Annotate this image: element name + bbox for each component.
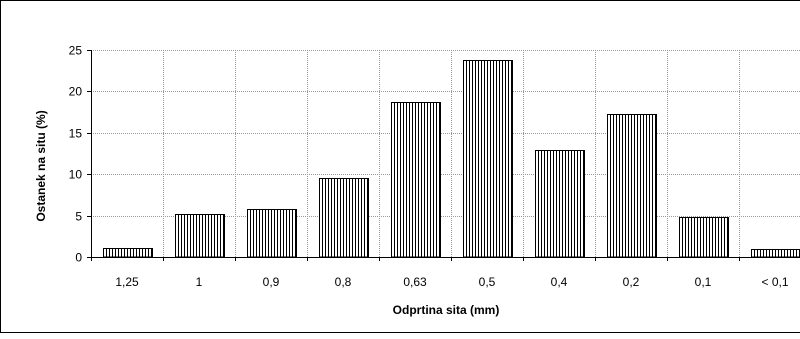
x-tick-label-3: 0,8 [335,275,352,289]
y-tick-label-25: 25 [69,44,83,58]
x-tick-label-0: 1,25 [115,275,139,289]
x-tick-label-8: 0,1 [695,275,712,289]
x-axis-title: Odprtina sita (mm) [393,303,500,317]
x-tick-label-2: 0,9 [263,275,280,289]
x-tick-label-5: 0,5 [479,275,496,289]
bar-1 [176,215,225,258]
x-tick-label-7: 0,2 [623,275,640,289]
y-tick-label-20: 20 [69,85,83,99]
bar-8 [680,218,729,258]
bar-9 [752,250,800,258]
bar-7 [608,115,657,258]
bar-4 [392,103,441,258]
y-tick-label-5: 5 [75,210,82,224]
bar-2 [248,210,297,258]
y-tick-label-0: 0 [75,251,82,265]
bar-0 [104,249,153,258]
x-tick-label-1: 1 [196,275,203,289]
x-tick-label-6: 0,4 [551,275,568,289]
y-tick-label-15: 15 [69,127,83,141]
y-axis-title: Ostanek na situ (%) [34,110,48,221]
bar-6 [536,151,585,258]
y-tick-label-10: 10 [69,168,83,182]
x-tick-label-4: 0,63 [403,275,427,289]
x-tick-label-9: < 0,1 [761,275,788,289]
bar-5 [464,61,513,258]
bar-3 [320,179,369,258]
